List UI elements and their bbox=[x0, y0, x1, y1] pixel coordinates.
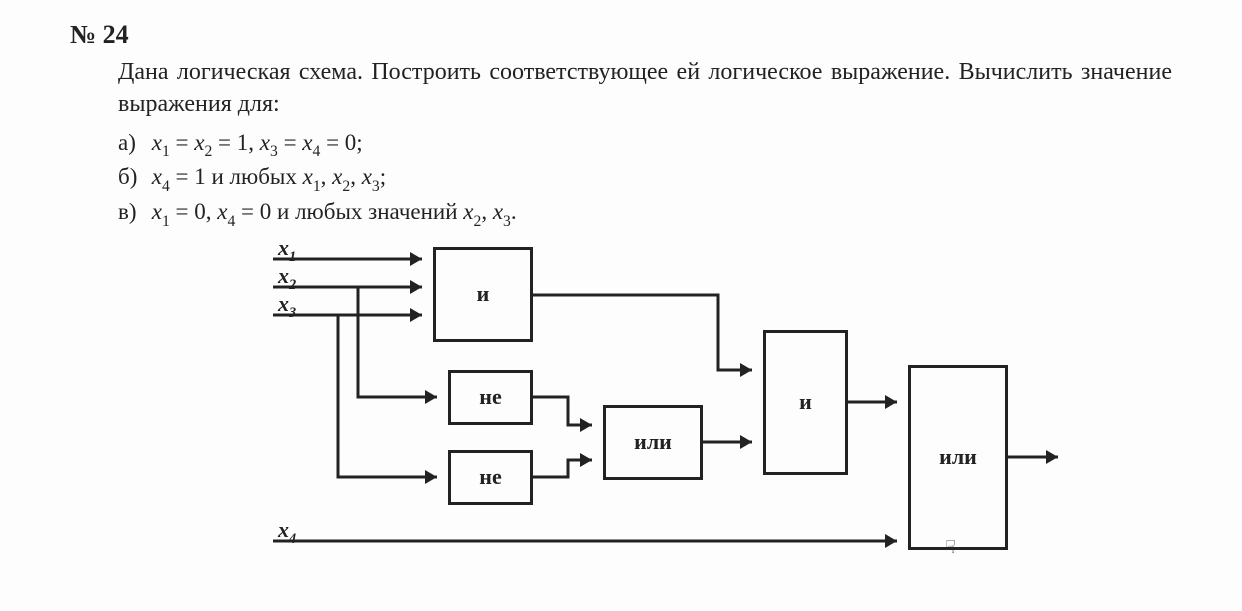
subitem-c: в) x1 = 0, x4 = 0 и любых значений x2, x… bbox=[118, 196, 1172, 231]
input-label-x3: x3 bbox=[278, 291, 296, 321]
problem-number: № 24 bbox=[70, 20, 1172, 50]
cursor-hand-icon: ☟ bbox=[945, 537, 956, 558]
subitem-b: б) x4 = 1 и любых x1, x2, x3; bbox=[118, 161, 1172, 196]
gate-and1: и bbox=[433, 247, 533, 342]
gate-not2: не bbox=[448, 450, 533, 505]
gate-or2: или bbox=[908, 365, 1008, 550]
gate-and2: и bbox=[763, 330, 848, 475]
input-label-x2: x2 bbox=[278, 263, 296, 293]
problem-statement: Дана логическая схема. Построить соответ… bbox=[118, 56, 1172, 121]
logic-diagram: x1x2x3x4иненеилииили☟ bbox=[318, 235, 1098, 575]
input-label-x4: x4 bbox=[278, 517, 296, 547]
gate-or1: или bbox=[603, 405, 703, 480]
gate-not1: не bbox=[448, 370, 533, 425]
subitem-a: а) x1 = x2 = 1, x3 = x4 = 0; bbox=[118, 127, 1172, 162]
problem-body: Дана логическая схема. Построить соответ… bbox=[118, 56, 1172, 575]
input-label-x1: x1 bbox=[278, 235, 296, 265]
problem-page: № 24 Дана логическая схема. Построить со… bbox=[0, 0, 1242, 575]
subitems: а) x1 = x2 = 1, x3 = x4 = 0; б) x4 = 1 и… bbox=[118, 127, 1172, 231]
